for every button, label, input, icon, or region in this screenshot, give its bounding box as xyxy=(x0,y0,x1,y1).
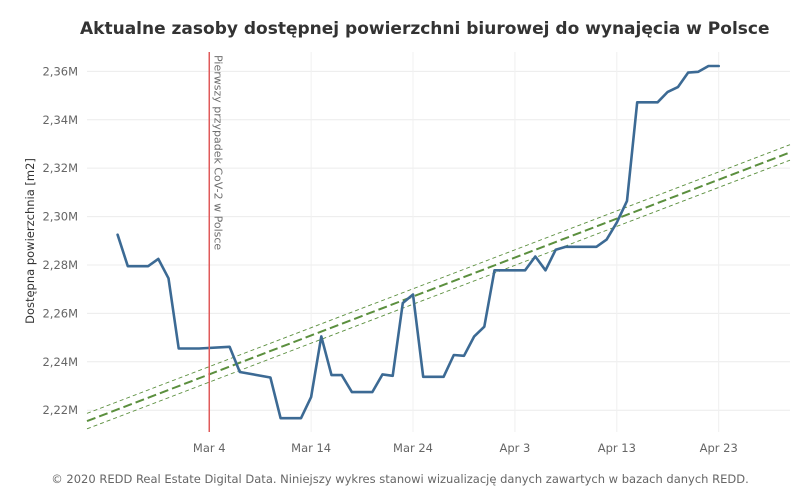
trend-line xyxy=(86,151,791,423)
y-tick-label: 2,30M xyxy=(42,210,78,224)
x-tick-label: Apr 3 xyxy=(499,441,530,455)
series-group xyxy=(116,64,720,420)
y-tick-label: 2,36M xyxy=(42,64,78,78)
reference-line-label: Pierwszy przypadek CoV-2 w Polsce xyxy=(211,55,224,250)
x-tick-label: Mar 24 xyxy=(393,441,433,455)
y-tick-label: 2,22M xyxy=(42,403,78,417)
trend-band-lower xyxy=(86,159,791,430)
y-tick-label: 2,26M xyxy=(42,306,78,320)
footer-note: © 2020 REDD Real Estate Digital Data. Ni… xyxy=(51,472,749,486)
y-axis-title: Dostępna powierzchnia [m2] xyxy=(23,158,37,324)
x-tick-label: Mar 14 xyxy=(291,441,331,455)
reference-line-group: Pierwszy przypadek CoV-2 w Polsce xyxy=(208,52,224,432)
y-tick-label: 2,24M xyxy=(42,355,78,369)
trend-band-upper xyxy=(86,144,791,414)
y-tick-label: 2,32M xyxy=(42,161,78,175)
x-tick-label: Mar 4 xyxy=(193,441,226,455)
y-tick-label: 2,34M xyxy=(42,113,78,127)
series-line xyxy=(116,64,720,420)
x-axis-ticks: Mar 4 Mar 14 Mar 24 Apr 3 Apr 13 Apr 23 xyxy=(193,441,738,455)
trend-line-group xyxy=(86,144,791,430)
y-axis-ticks: 2,22M 2,24M 2,26M 2,28M 2,30M 2,32M 2,34M 2,36M xyxy=(42,64,78,417)
gridlines xyxy=(87,52,790,432)
y-tick-label: 2,28M xyxy=(42,258,78,272)
x-tick-label: Apr 23 xyxy=(700,441,738,455)
x-tick-label: Apr 13 xyxy=(598,441,636,455)
chart-title: Aktualne zasoby dostępnej powierzchni bi… xyxy=(80,19,770,39)
